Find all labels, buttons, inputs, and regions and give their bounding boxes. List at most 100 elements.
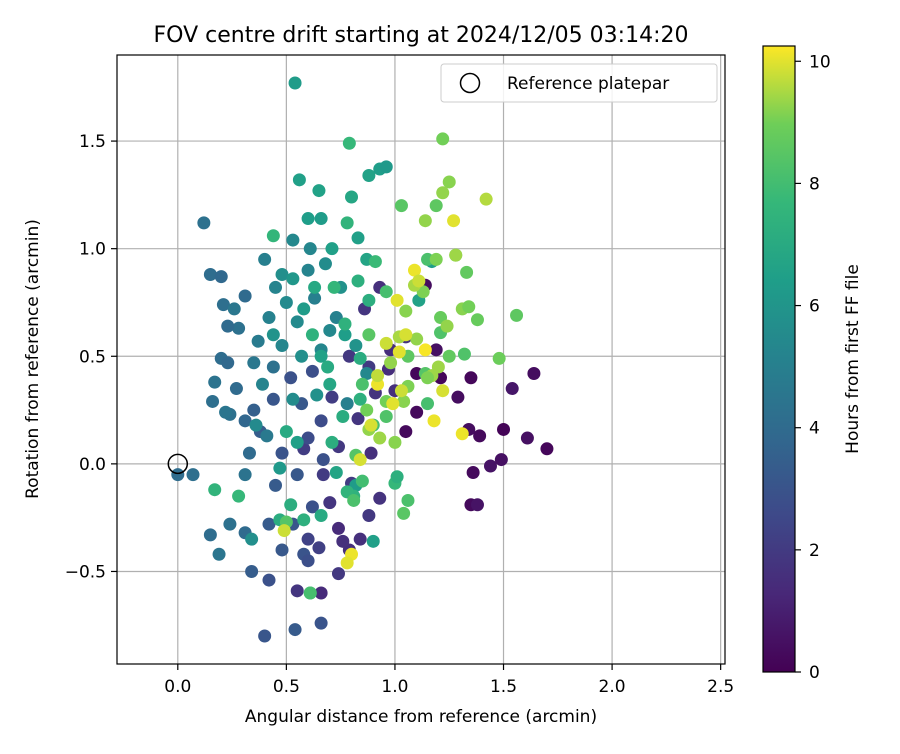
data-point xyxy=(325,435,339,449)
x-axis-label: Angular distance from reference (arcmin) xyxy=(245,707,597,727)
data-point xyxy=(303,242,317,256)
data-point xyxy=(288,76,302,90)
data-point xyxy=(429,252,443,266)
y-tick-label: −0.5 xyxy=(65,562,106,582)
data-point xyxy=(362,509,376,523)
data-point xyxy=(429,343,443,357)
data-point xyxy=(390,470,404,484)
colorbar-tick-label: 2 xyxy=(809,541,820,561)
legend-label: Reference platepar xyxy=(507,74,669,94)
data-point xyxy=(314,414,328,428)
y-tick-label: 1.0 xyxy=(79,240,106,260)
colorbar-ticks: 0 2 4 6 8 10 xyxy=(795,52,831,683)
data-point xyxy=(266,229,280,243)
data-point xyxy=(353,351,367,365)
data-point xyxy=(527,366,541,380)
data-point xyxy=(351,412,365,426)
data-point xyxy=(212,547,226,561)
x-axis-ticks: 0.0 0.5 1.0 1.5 2.0 2.5 xyxy=(164,664,734,697)
data-point xyxy=(466,465,480,479)
x-tick-label: 1.5 xyxy=(490,677,517,697)
y-tick-label: 1.5 xyxy=(79,132,106,152)
data-point xyxy=(245,564,259,578)
data-point xyxy=(266,392,280,406)
data-point xyxy=(410,332,424,346)
colorbar-label: Hours from first FF file xyxy=(843,264,863,454)
data-point xyxy=(427,414,441,428)
data-point xyxy=(314,212,328,226)
data-point xyxy=(360,366,374,380)
data-point xyxy=(242,446,256,460)
data-point xyxy=(221,356,235,370)
data-point xyxy=(301,263,315,277)
data-point xyxy=(275,446,289,460)
data-point xyxy=(338,328,352,342)
data-point xyxy=(305,500,319,514)
data-point xyxy=(331,521,345,535)
data-point xyxy=(219,405,233,419)
y-tick-label: 0.5 xyxy=(79,347,106,367)
data-point xyxy=(421,371,435,385)
colorbar-tick-label: 4 xyxy=(809,419,820,439)
data-point xyxy=(418,214,432,228)
colorbar-tick-label: 6 xyxy=(809,297,820,317)
data-point xyxy=(355,474,369,488)
data-point xyxy=(232,489,246,503)
data-point xyxy=(301,212,315,226)
data-point xyxy=(431,360,445,374)
x-tick-label: 1.0 xyxy=(381,677,408,697)
data-point xyxy=(412,274,426,288)
plot-frame xyxy=(116,54,726,665)
data-point xyxy=(208,483,222,497)
data-point xyxy=(401,493,415,507)
data-point xyxy=(303,586,317,600)
data-point xyxy=(338,317,352,331)
data-point xyxy=(379,410,393,424)
data-point xyxy=(421,397,435,411)
data-point xyxy=(314,349,328,363)
data-point xyxy=(208,375,222,389)
data-point xyxy=(314,509,328,523)
data-point xyxy=(186,468,200,482)
data-point xyxy=(301,532,315,546)
data-point xyxy=(520,431,534,445)
data-point xyxy=(353,532,367,546)
data-point xyxy=(269,478,283,492)
data-point xyxy=(314,586,328,600)
colorbar-tick-label: 0 xyxy=(809,663,820,683)
data-point xyxy=(249,418,263,432)
data-point xyxy=(386,397,400,411)
data-point xyxy=(321,360,335,374)
data-point xyxy=(275,267,289,281)
data-point xyxy=(353,392,367,406)
data-point xyxy=(399,425,413,439)
data-point xyxy=(394,384,408,398)
data-point xyxy=(373,491,387,505)
data-point xyxy=(312,541,326,555)
data-point xyxy=(436,384,450,398)
data-point xyxy=(355,377,369,391)
data-point xyxy=(429,199,443,213)
data-point xyxy=(362,328,376,342)
data-point xyxy=(288,623,302,637)
reference-marker xyxy=(167,453,189,475)
data-point xyxy=(364,418,378,432)
data-point xyxy=(351,274,365,288)
data-point xyxy=(347,493,361,507)
data-point xyxy=(262,573,276,587)
data-point xyxy=(279,295,293,309)
data-point xyxy=(295,349,309,363)
data-point xyxy=(340,216,354,230)
reference-point xyxy=(167,453,189,475)
data-point xyxy=(297,302,311,316)
data-point xyxy=(327,280,341,294)
data-point xyxy=(325,242,339,256)
y-axis-label: Rotation from reference (arcmin) xyxy=(23,219,43,499)
data-point xyxy=(497,422,511,436)
colorbar: 0 2 4 6 8 10 Hours from first FF file xyxy=(762,45,863,683)
data-point xyxy=(492,351,506,365)
data-point xyxy=(447,214,461,228)
data-point xyxy=(286,392,300,406)
data-point xyxy=(470,313,484,327)
